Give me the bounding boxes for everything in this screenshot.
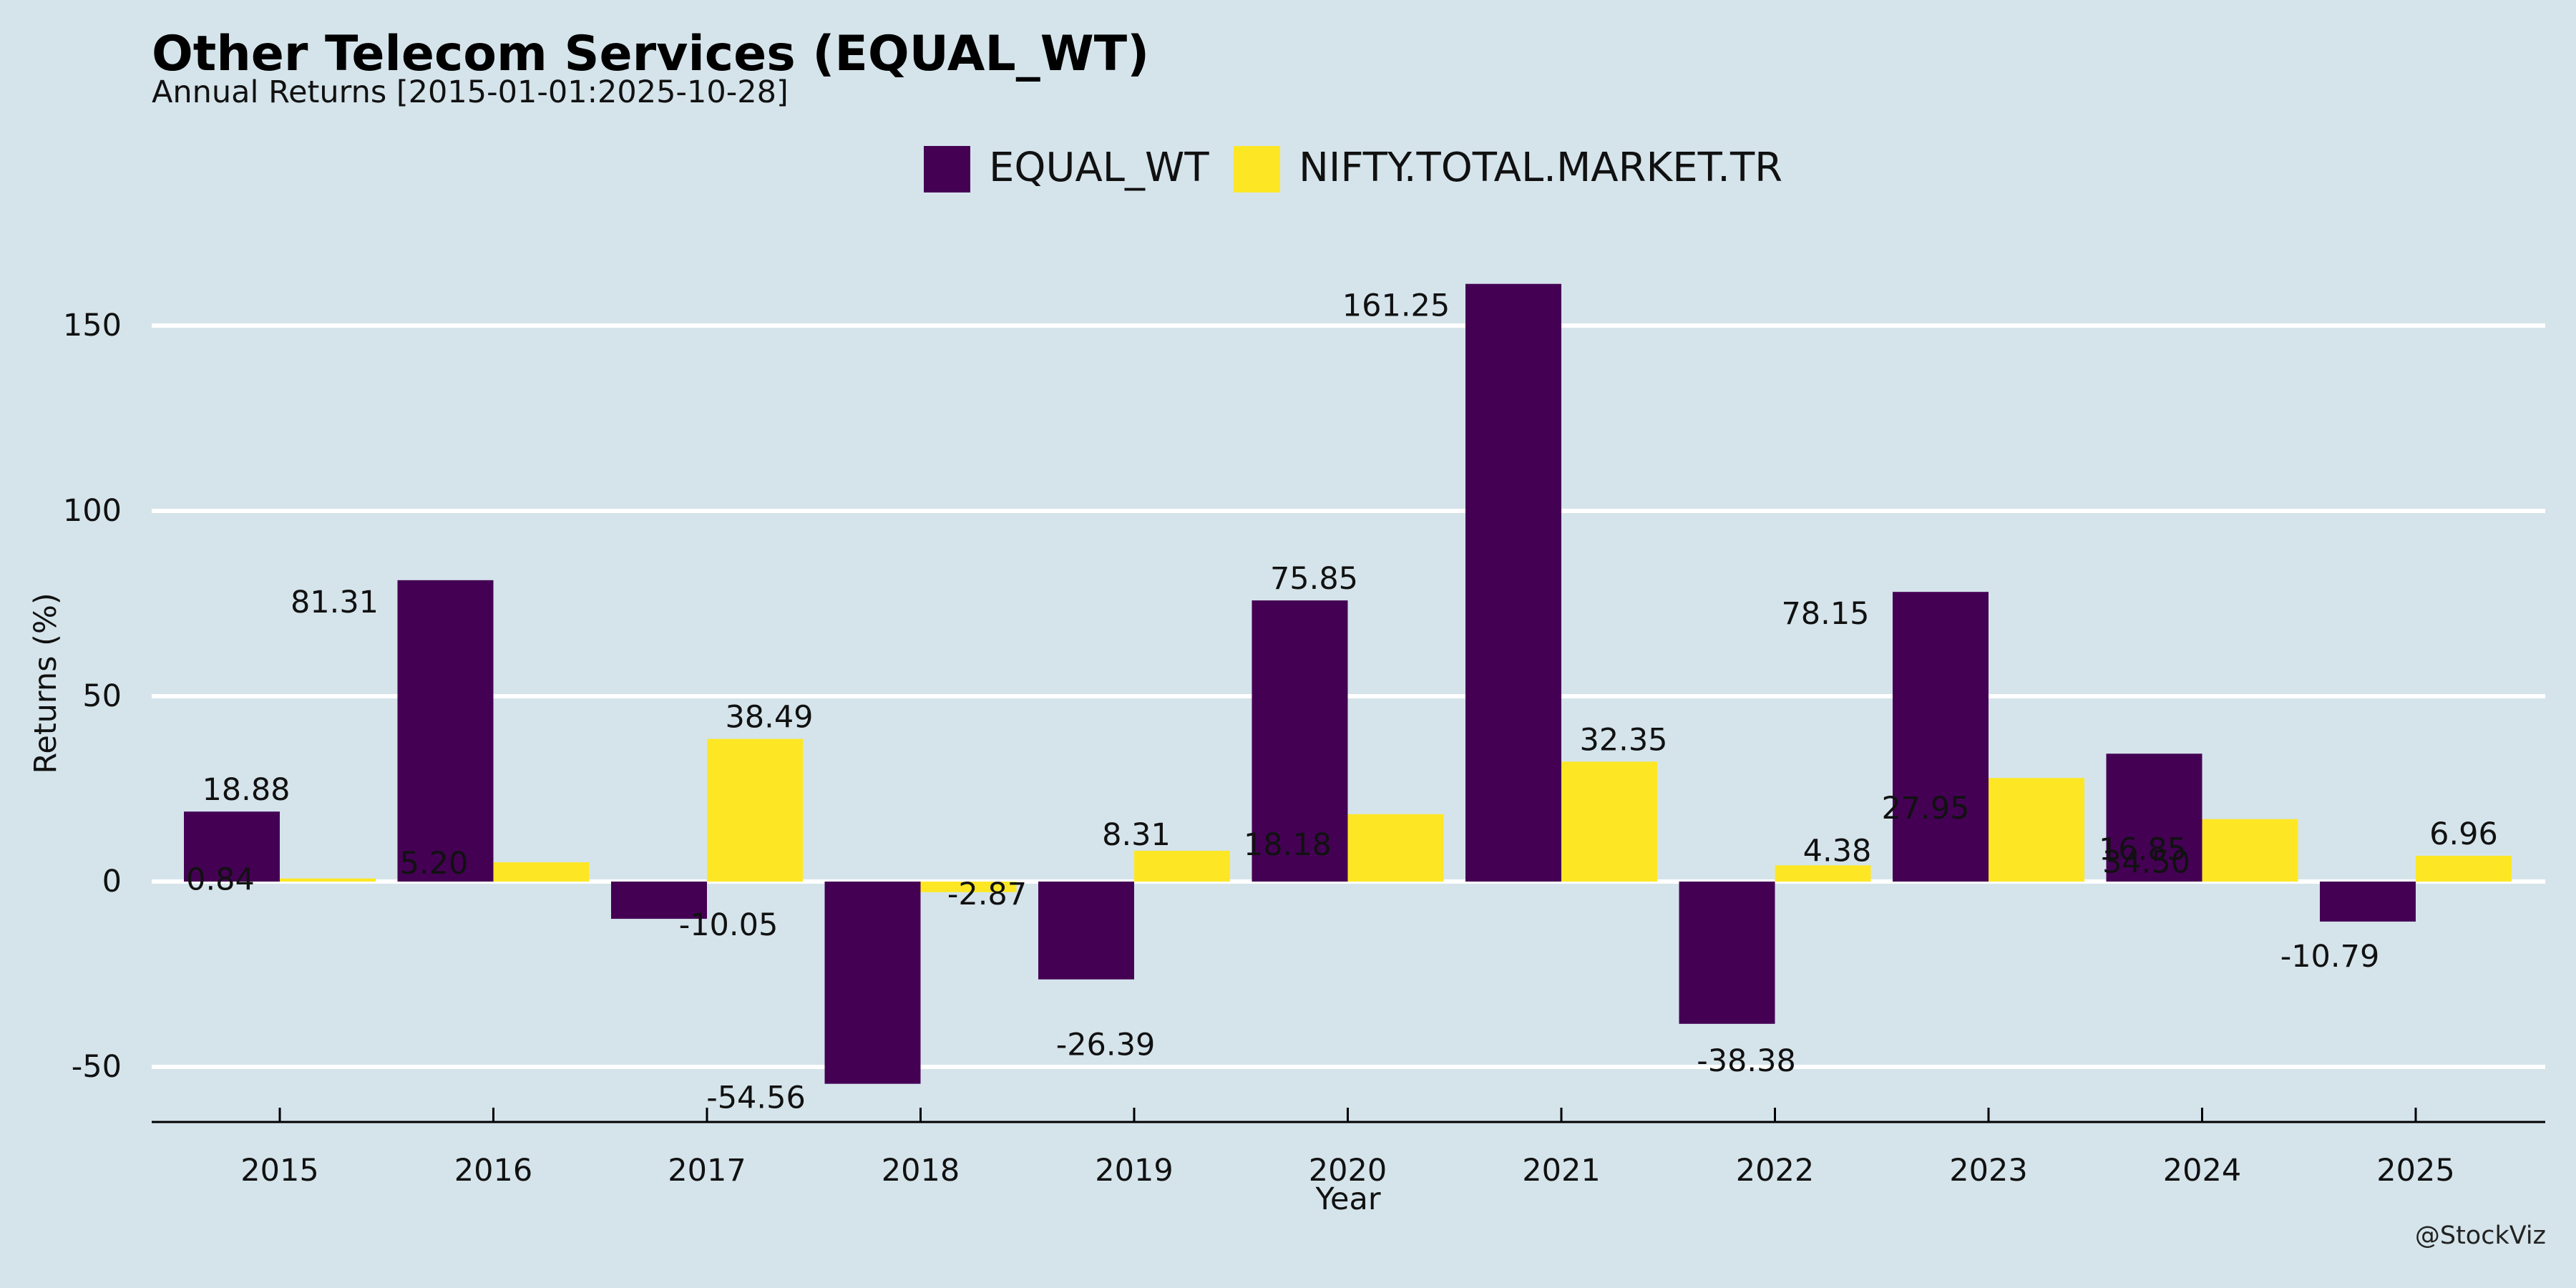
x-tick-label: 2019	[1095, 1153, 1173, 1189]
data-label-nifty-2021: 32.35	[1579, 722, 1667, 758]
axes: -50 0 50 100 150 2015 2016 2017 2018 2019 2020 2021…	[28, 308, 2545, 1217]
bar-equal-wt-2015	[184, 811, 280, 882]
bar-nifty-2020	[1347, 814, 1444, 882]
data-label-nifty-2016: 5.20	[400, 846, 469, 882]
bar-equal-wt-2022	[1679, 882, 1775, 1024]
bar-equal-wt-2025	[2320, 882, 2416, 922]
y-tick-label: 0	[102, 864, 122, 899]
y-tick-label: -50	[72, 1049, 122, 1085]
data-label-equal-wt-2024: 34.50	[2102, 844, 2190, 880]
bar-equal-wt-2019	[1038, 882, 1134, 980]
data-label-nifty-2017: 38.49	[725, 700, 813, 736]
data-label-equal-wt-2018: -54.56	[706, 1080, 806, 1116]
bar-nifty-2019	[1134, 850, 1230, 882]
x-tick-label: 2015	[240, 1153, 318, 1189]
bar-nifty-2023	[1989, 778, 2084, 882]
data-label-nifty-2018: -2.87	[947, 877, 1027, 912]
data-label-nifty-2024: 16.85	[2099, 832, 2187, 868]
bar-equal-wt-2023	[1893, 592, 1989, 882]
data-label-equal-wt-2015: 18.88	[202, 772, 290, 808]
watermark: @StockViz	[2414, 1221, 2546, 1250]
data-label-nifty-2023: 27.95	[1881, 791, 1969, 826]
chart-title: Other Telecom Services (EQUAL_WT)	[152, 26, 1150, 82]
x-tick-label: 2017	[668, 1153, 746, 1189]
data-label-equal-wt-2020: 75.85	[1270, 561, 1358, 597]
bar-nifty-2021	[1561, 761, 1657, 882]
bar-nifty-2016	[493, 862, 590, 882]
bar-equal-wt-2018	[824, 882, 921, 1084]
x-tick-label: 2021	[1522, 1153, 1600, 1189]
bar-equal-wt-2016	[397, 580, 494, 882]
bar-equal-wt-2021	[1465, 283, 1561, 882]
data-label-equal-wt-2025: -10.79	[2280, 939, 2380, 975]
x-tick-label: 2020	[1309, 1153, 1387, 1189]
bar-nifty-2015	[280, 878, 376, 882]
data-labels: 18.88 81.31 -10.05 -54.56 -26.39 75.85 161.25 -…	[186, 288, 2498, 1116]
y-tick-label: 50	[82, 678, 122, 714]
bar-equal-wt-2017	[611, 882, 707, 919]
legend-label-equal-wt: EQUAL_WT	[989, 145, 1209, 191]
bar-nifty-2022	[1775, 865, 1871, 882]
data-label-nifty-2025: 6.96	[2429, 816, 2498, 852]
legend-swatch-equal-wt	[924, 146, 970, 192]
data-label-equal-wt-2021: 161.25	[1342, 288, 1450, 324]
x-tick-label: 2022	[1736, 1153, 1814, 1189]
x-tick-label: 2023	[1949, 1153, 2027, 1189]
legend-label-nifty: NIFTY.TOTAL.MARKET.TR	[1299, 145, 1782, 191]
x-tick-label: 2018	[882, 1153, 960, 1189]
data-label-nifty-2015: 0.84	[186, 862, 255, 898]
data-label-equal-wt-2016: 81.31	[291, 585, 379, 620]
legend: EQUAL_WT NIFTY.TOTAL.MARKET.TR	[924, 145, 1782, 192]
bar-nifty-2018	[920, 882, 1017, 892]
bar-nifty-2024	[2202, 819, 2298, 882]
data-label-nifty-2020: 18.18	[1244, 827, 1332, 863]
data-label-equal-wt-2019: -26.39	[1056, 1028, 1156, 1063]
x-tick-label: 2025	[2376, 1153, 2454, 1189]
chart-subtitle: Annual Returns [2015-01-01:2025-10-28]	[152, 74, 789, 110]
legend-swatch-nifty	[1234, 146, 1280, 192]
y-tick-label: 100	[63, 493, 122, 529]
x-axis-title: Year	[1314, 1181, 1380, 1217]
data-label-nifty-2019: 8.31	[1102, 817, 1171, 853]
y-axis-title: Returns (%)	[28, 592, 64, 774]
bar-nifty-2025	[2416, 855, 2512, 882]
bar-nifty-2017	[707, 738, 803, 882]
bar-equal-wt-2024	[2106, 753, 2202, 882]
y-tick-label: 150	[63, 308, 122, 343]
data-label-equal-wt-2017: -10.05	[679, 907, 779, 943]
data-label-equal-wt-2022: -38.38	[1697, 1043, 1796, 1079]
data-label-nifty-2022: 4.38	[1803, 833, 1872, 869]
data-label-equal-wt-2023: 78.15	[1781, 596, 1869, 632]
x-tick-label: 2016	[454, 1153, 532, 1189]
x-tick-label: 2024	[2163, 1153, 2241, 1189]
grid-lines	[152, 323, 2545, 1069]
bars	[184, 283, 2512, 1084]
bar-equal-wt-2020	[1252, 600, 1348, 882]
